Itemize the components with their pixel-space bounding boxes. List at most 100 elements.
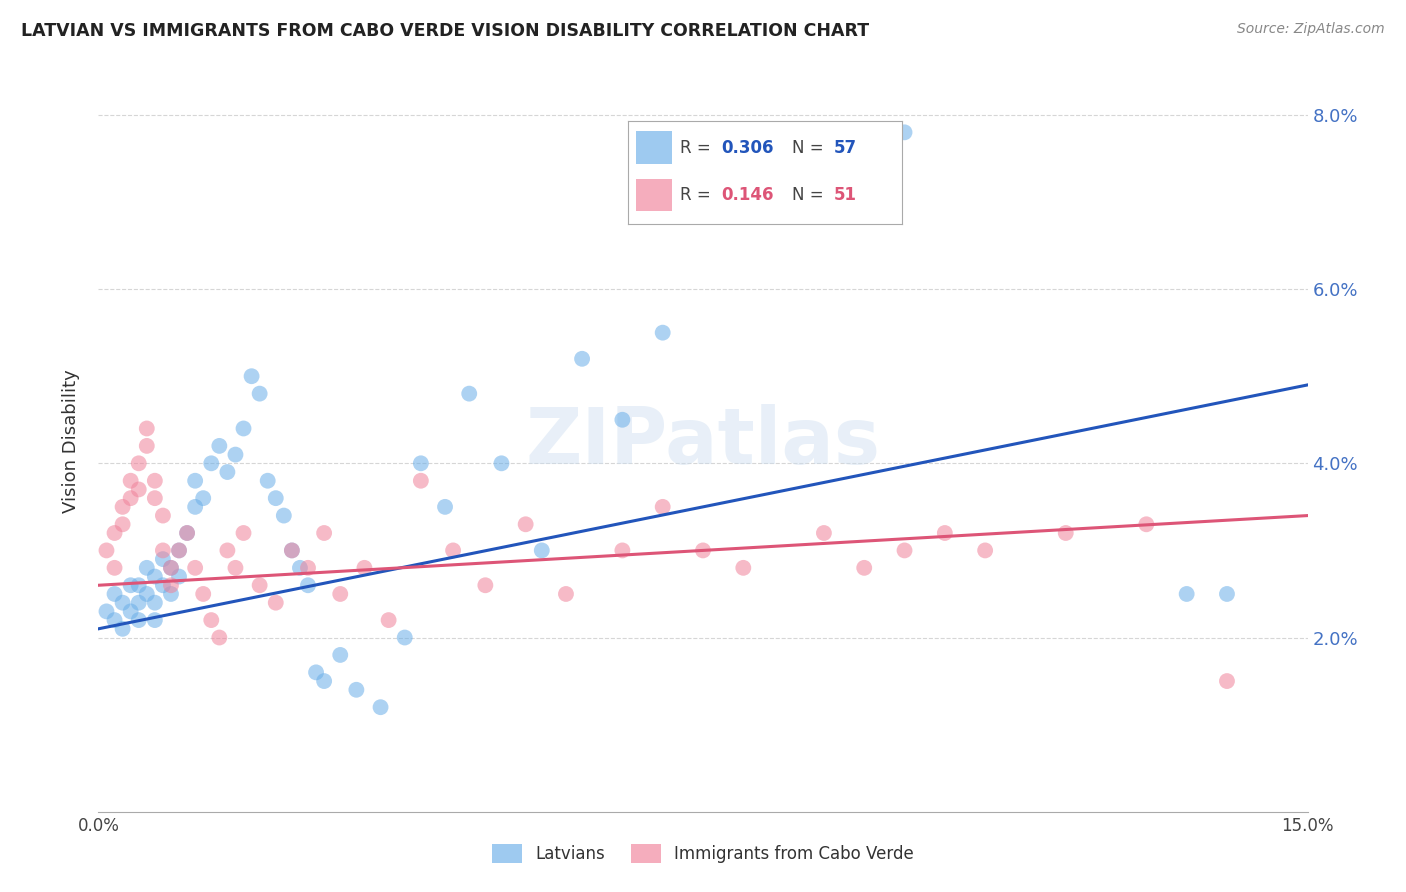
Point xyxy=(167,543,190,558)
Text: 51: 51 xyxy=(834,186,856,204)
Point xyxy=(143,474,166,488)
Point xyxy=(249,386,271,401)
Point xyxy=(377,613,399,627)
Point xyxy=(103,561,125,575)
Point xyxy=(297,578,319,592)
Point xyxy=(120,604,142,618)
Point xyxy=(193,491,215,505)
Point xyxy=(297,561,319,575)
Text: Source: ZipAtlas.com: Source: ZipAtlas.com xyxy=(1237,22,1385,37)
Point xyxy=(160,578,183,592)
Point xyxy=(143,491,166,505)
Legend: Latvians, Immigrants from Cabo Verde: Latvians, Immigrants from Cabo Verde xyxy=(485,838,921,870)
Point xyxy=(120,491,142,505)
Point xyxy=(152,578,174,592)
Bar xyxy=(636,131,672,164)
Point xyxy=(612,413,634,427)
Point xyxy=(135,421,157,435)
Point xyxy=(434,500,457,514)
Point xyxy=(120,474,142,488)
Point xyxy=(120,578,142,592)
Point xyxy=(128,578,150,592)
Point xyxy=(281,543,304,558)
Point xyxy=(193,587,215,601)
Text: LATVIAN VS IMMIGRANTS FROM CABO VERDE VISION DISABILITY CORRELATION CHART: LATVIAN VS IMMIGRANTS FROM CABO VERDE VI… xyxy=(21,22,869,40)
Point xyxy=(1216,587,1239,601)
Text: 0.306: 0.306 xyxy=(721,139,773,157)
Point xyxy=(152,508,174,523)
Text: N =: N = xyxy=(793,139,830,157)
Point xyxy=(264,596,287,610)
Point xyxy=(200,613,222,627)
Point xyxy=(128,456,150,470)
Point xyxy=(176,526,198,541)
Text: ZIPatlas: ZIPatlas xyxy=(526,403,880,480)
Point xyxy=(103,613,125,627)
Point xyxy=(733,194,755,209)
Point xyxy=(370,700,392,714)
Point xyxy=(128,483,150,497)
Point xyxy=(103,526,125,541)
Point xyxy=(96,604,118,618)
Point xyxy=(208,439,231,453)
Point xyxy=(160,587,183,601)
Point xyxy=(160,561,183,575)
Bar xyxy=(636,178,672,211)
Point xyxy=(224,561,246,575)
Point xyxy=(1175,587,1198,601)
Point xyxy=(893,125,915,139)
Y-axis label: Vision Disability: Vision Disability xyxy=(62,369,80,514)
Point xyxy=(217,465,239,479)
Point xyxy=(651,500,673,514)
Point xyxy=(128,596,150,610)
Point xyxy=(813,526,835,541)
Point xyxy=(184,500,207,514)
Point xyxy=(329,587,352,601)
Point xyxy=(394,631,416,645)
Point xyxy=(143,569,166,583)
Point xyxy=(1135,517,1157,532)
Point xyxy=(692,543,714,558)
Point xyxy=(143,613,166,627)
Point xyxy=(409,474,432,488)
Point xyxy=(314,526,336,541)
Point xyxy=(152,552,174,566)
Point xyxy=(111,622,134,636)
Point xyxy=(256,474,278,488)
Point xyxy=(111,500,134,514)
Point xyxy=(733,561,755,575)
Point xyxy=(143,596,166,610)
Point xyxy=(288,561,311,575)
Point xyxy=(111,596,134,610)
Point xyxy=(555,587,578,601)
Point xyxy=(232,421,254,435)
Point xyxy=(232,526,254,541)
Point xyxy=(176,526,198,541)
Point xyxy=(184,561,207,575)
Point xyxy=(217,543,239,558)
Point xyxy=(974,543,997,558)
Point xyxy=(152,543,174,558)
Point xyxy=(1054,526,1077,541)
Point xyxy=(409,456,432,470)
Text: R =: R = xyxy=(681,186,716,204)
Point xyxy=(353,561,375,575)
Point xyxy=(813,152,835,166)
Point xyxy=(273,508,295,523)
Point xyxy=(853,561,876,575)
Point xyxy=(329,648,352,662)
Point xyxy=(530,543,553,558)
Text: 57: 57 xyxy=(834,139,856,157)
Point xyxy=(200,456,222,470)
Text: N =: N = xyxy=(793,186,830,204)
Text: 0.146: 0.146 xyxy=(721,186,773,204)
Point xyxy=(651,326,673,340)
Text: R =: R = xyxy=(681,139,716,157)
Point xyxy=(135,561,157,575)
Point xyxy=(135,439,157,453)
Point xyxy=(240,369,263,384)
Point xyxy=(515,517,537,532)
Point xyxy=(224,448,246,462)
Point xyxy=(305,665,328,680)
Point xyxy=(491,456,513,470)
